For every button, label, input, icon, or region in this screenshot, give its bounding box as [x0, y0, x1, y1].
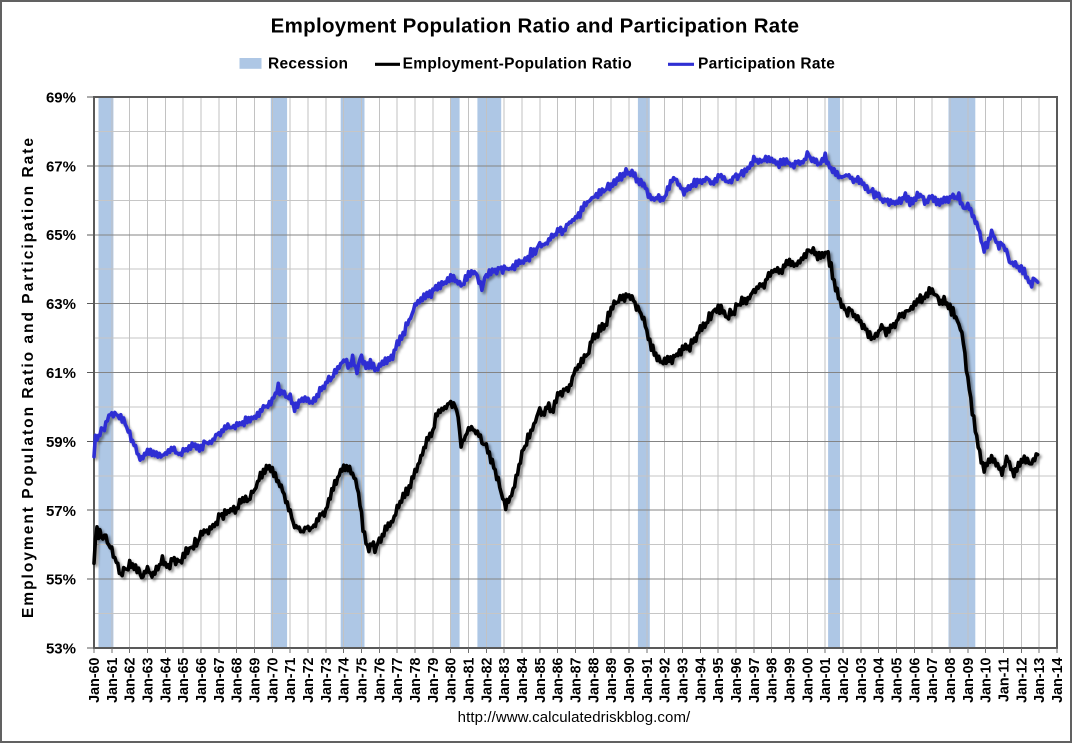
svg-text:Jan-76: Jan-76: [372, 657, 388, 702]
svg-text:Jan-63: Jan-63: [141, 657, 157, 702]
svg-text:Jan-99: Jan-99: [783, 657, 799, 702]
svg-text:Jan-00: Jan-00: [800, 657, 816, 702]
svg-text:63%: 63%: [46, 296, 76, 313]
svg-text:Jan-96: Jan-96: [729, 657, 745, 702]
svg-text:Jan-72: Jan-72: [301, 657, 317, 702]
svg-text:65%: 65%: [46, 227, 76, 244]
svg-text:Jan-07: Jan-07: [925, 657, 941, 702]
svg-text:Jan-83: Jan-83: [497, 657, 513, 702]
svg-text:Jan-67: Jan-67: [212, 657, 228, 702]
svg-text:Jan-78: Jan-78: [408, 657, 424, 702]
svg-text:Jan-80: Jan-80: [444, 657, 460, 702]
svg-text:Jan-02: Jan-02: [836, 657, 852, 702]
svg-text:55%: 55%: [46, 572, 76, 589]
svg-text:Jan-91: Jan-91: [640, 657, 656, 702]
svg-text:Jan-06: Jan-06: [907, 657, 923, 702]
svg-text:Jan-89: Jan-89: [604, 657, 620, 702]
svg-text:Jan-85: Jan-85: [533, 657, 549, 702]
svg-text:Jan-13: Jan-13: [1032, 657, 1048, 702]
svg-text:http://www.calculatedriskblog.: http://www.calculatedriskblog.com/: [458, 709, 691, 726]
svg-text:Jan-62: Jan-62: [123, 657, 139, 702]
svg-text:Jan-73: Jan-73: [319, 657, 335, 702]
svg-text:Jan-03: Jan-03: [854, 657, 870, 702]
svg-text:Jan-09: Jan-09: [961, 657, 977, 702]
svg-text:Participation Rate: Participation Rate: [698, 56, 835, 73]
svg-text:Jan-10: Jan-10: [979, 657, 995, 702]
svg-text:Jan-12: Jan-12: [1014, 657, 1030, 702]
svg-text:Employment Population Ratio an: Employment Population Ratio and Particip…: [271, 15, 800, 38]
svg-text:57%: 57%: [46, 503, 76, 520]
svg-text:Jan-14: Jan-14: [1050, 657, 1066, 702]
svg-text:69%: 69%: [46, 90, 76, 107]
svg-text:Jan-88: Jan-88: [586, 657, 602, 702]
svg-text:Jan-82: Jan-82: [479, 657, 495, 702]
svg-text:Jan-81: Jan-81: [462, 657, 478, 702]
svg-text:Jan-05: Jan-05: [890, 657, 906, 702]
svg-text:Jan-94: Jan-94: [693, 657, 709, 702]
svg-text:53%: 53%: [46, 641, 76, 658]
svg-text:Jan-90: Jan-90: [622, 657, 638, 702]
svg-text:Jan-08: Jan-08: [943, 657, 959, 702]
svg-text:Jan-95: Jan-95: [711, 657, 727, 702]
svg-text:Jan-04: Jan-04: [872, 657, 888, 702]
svg-text:Jan-77: Jan-77: [390, 657, 406, 702]
svg-text:61%: 61%: [46, 365, 76, 382]
svg-text:67%: 67%: [46, 158, 76, 175]
svg-text:Jan-75: Jan-75: [355, 657, 371, 702]
svg-text:Jan-86: Jan-86: [551, 657, 567, 702]
svg-text:Jan-60: Jan-60: [87, 657, 103, 702]
svg-text:Employment-Population Ratio: Employment-Population Ratio: [403, 56, 632, 73]
svg-text:Jan-66: Jan-66: [194, 657, 210, 702]
svg-text:Jan-68: Jan-68: [230, 657, 246, 702]
svg-text:Jan-92: Jan-92: [658, 657, 674, 702]
svg-text:Jan-79: Jan-79: [426, 657, 442, 702]
svg-text:Jan-84: Jan-84: [515, 657, 531, 702]
svg-text:Jan-65: Jan-65: [176, 657, 192, 702]
svg-text:Jan-11: Jan-11: [997, 657, 1013, 702]
svg-text:Jan-74: Jan-74: [337, 657, 353, 702]
svg-text:Employment Populaton Ratio and: Employment Populaton Ratio and Participa…: [20, 136, 37, 618]
svg-text:Jan-71: Jan-71: [283, 657, 299, 702]
svg-text:Jan-93: Jan-93: [676, 657, 692, 702]
svg-text:Recession: Recession: [268, 56, 348, 73]
svg-text:Jan-69: Jan-69: [248, 657, 264, 702]
svg-text:Jan-61: Jan-61: [105, 657, 121, 702]
svg-text:Jan-87: Jan-87: [569, 657, 585, 702]
svg-text:Jan-70: Jan-70: [265, 657, 281, 702]
svg-text:59%: 59%: [46, 434, 76, 451]
svg-text:Jan-98: Jan-98: [765, 657, 781, 702]
svg-text:Jan-64: Jan-64: [158, 657, 174, 702]
svg-text:Jan-01: Jan-01: [818, 657, 834, 702]
svg-text:Jan-97: Jan-97: [747, 657, 763, 702]
